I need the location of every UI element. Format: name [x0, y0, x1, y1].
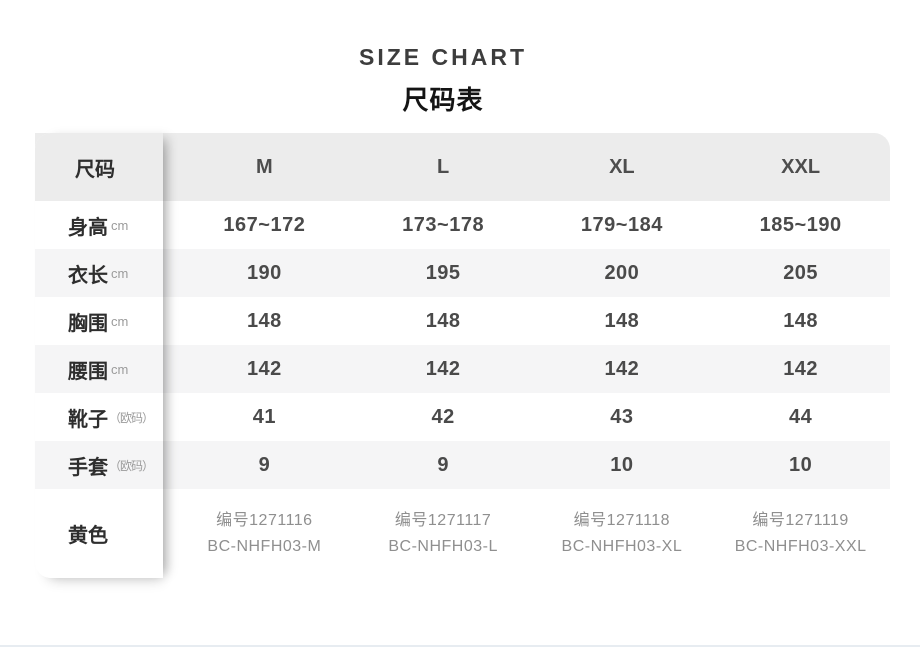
sku-code-xxl: 编号1271119 — [752, 511, 849, 529]
title-english: SIZE CHART — [359, 44, 527, 70]
row-label-waist-text: 腰围 — [68, 360, 108, 383]
cell-waist-xl: 142 — [604, 357, 640, 380]
row-label-height: 身高 cm — [35, 201, 163, 249]
row-label-waist: 腰围 cm — [35, 345, 163, 393]
column-header-xxl: XXL — [781, 155, 821, 178]
column-header-m: M — [256, 155, 273, 178]
cell-chest-l: 148 — [425, 309, 461, 332]
sku-model-xxl: BC-NHFH03-XXL — [734, 537, 867, 555]
cell-height-xxl: 185~190 — [759, 213, 842, 236]
table-row-chest: 148 148 148 148 — [35, 297, 890, 345]
cell-gloves-xxl: 10 — [789, 453, 813, 476]
table-header-row: M L XL XXL — [35, 133, 890, 201]
table-row-height: 167~172 173~178 179~184 185~190 — [35, 201, 890, 249]
row-label-color-yellow: 黄色 — [35, 489, 163, 578]
sku-code-m: 编号1271116 — [216, 511, 313, 529]
table-row-garment-length: 190 195 200 205 — [35, 249, 890, 297]
bottom-divider — [0, 645, 920, 647]
row-label-waist-unit: cm — [111, 361, 129, 377]
table-data-area: M L XL XXL 167~172 173~178 179~184 185~1… — [35, 133, 890, 578]
row-label-gloves-text: 手套 — [68, 456, 108, 479]
cell-length-xl: 200 — [604, 261, 640, 284]
row-label-height-unit: cm — [111, 217, 129, 233]
sku-code-xl: 编号1271118 — [573, 511, 671, 529]
row-label-size-text: 尺码 — [75, 158, 115, 181]
sku-cell-xl: 编号1271118 BC-NHFH03-XL — [533, 489, 712, 578]
cell-gloves-m: 9 — [258, 453, 271, 476]
title-block: SIZE CHART 尺码表 — [0, 44, 886, 117]
cell-length-l: 195 — [425, 261, 461, 284]
cell-length-xxl: 205 — [783, 261, 819, 284]
cell-chest-m: 148 — [246, 309, 282, 332]
sku-model-m: BC-NHFH03-M — [207, 537, 322, 555]
cell-gloves-l: 9 — [437, 453, 449, 476]
sku-cell-l: 编号1271117 BC-NHFH03-L — [354, 489, 533, 578]
row-label-height-text: 身高 — [68, 216, 108, 239]
cell-waist-m: 142 — [246, 357, 282, 380]
cell-height-xl: 179~184 — [580, 213, 663, 236]
column-header-xl: XL — [609, 155, 635, 178]
cell-waist-l: 142 — [425, 357, 461, 380]
sku-code-l: 编号1271117 — [394, 511, 492, 529]
cell-boots-xxl: 44 — [789, 405, 813, 428]
sku-model-l: BC-NHFH03-L — [388, 537, 498, 555]
row-label-gloves-unit: （欧码） — [109, 458, 154, 473]
row-label-length-text: 衣长 — [68, 264, 108, 287]
sku-cell-xxl: 编号1271119 BC-NHFH03-XXL — [711, 489, 890, 578]
row-label-chest-text: 胸围 — [68, 312, 108, 335]
row-label-boots-text: 靴子 — [68, 408, 108, 431]
sku-model-xl: BC-NHFH03-XL — [561, 537, 683, 555]
table-row-waist: 142 142 142 142 — [35, 345, 890, 393]
row-label-chest-unit: cm — [111, 313, 129, 329]
table-row-gloves: 9 9 10 10 — [35, 441, 890, 489]
cell-boots-l: 42 — [431, 405, 455, 428]
cell-chest-xl: 148 — [604, 309, 640, 332]
cell-gloves-xl: 10 — [610, 453, 634, 476]
sku-cell-m: 编号1271116 BC-NHFH03-M — [175, 489, 354, 578]
size-table: M L XL XXL 167~172 173~178 179~184 185~1… — [35, 133, 890, 578]
table-row-sku: 编号1271116 BC-NHFH03-M 编号1271117 BC-NHFH0… — [35, 489, 890, 578]
row-label-length-unit: cm — [111, 265, 129, 281]
row-label-chest: 胸围 cm — [35, 297, 163, 345]
title-chinese: 尺码表 — [402, 85, 484, 115]
cell-chest-xxl: 148 — [783, 309, 819, 332]
row-label-column: 尺码 身高 cm 衣长 cm 胸围 cm 腰围 cm 靴子 （欧码） — [35, 133, 163, 578]
column-header-l: L — [437, 155, 450, 178]
cell-boots-m: 41 — [252, 405, 276, 428]
cell-length-m: 190 — [246, 261, 282, 284]
row-label-gloves: 手套 （欧码） — [35, 441, 163, 489]
cell-waist-xxl: 142 — [783, 357, 819, 380]
cell-boots-xl: 43 — [610, 405, 634, 428]
row-label-boots: 靴子 （欧码） — [35, 393, 163, 441]
row-label-color-text: 黄色 — [68, 525, 108, 547]
table-row-boots: 41 42 43 44 — [35, 393, 890, 441]
row-label-boots-unit: （欧码） — [109, 410, 154, 425]
row-label-garment-length: 衣长 cm — [35, 249, 163, 297]
cell-height-m: 167~172 — [223, 213, 306, 236]
row-label-size: 尺码 — [35, 133, 163, 201]
cell-height-l: 173~178 — [402, 213, 485, 236]
